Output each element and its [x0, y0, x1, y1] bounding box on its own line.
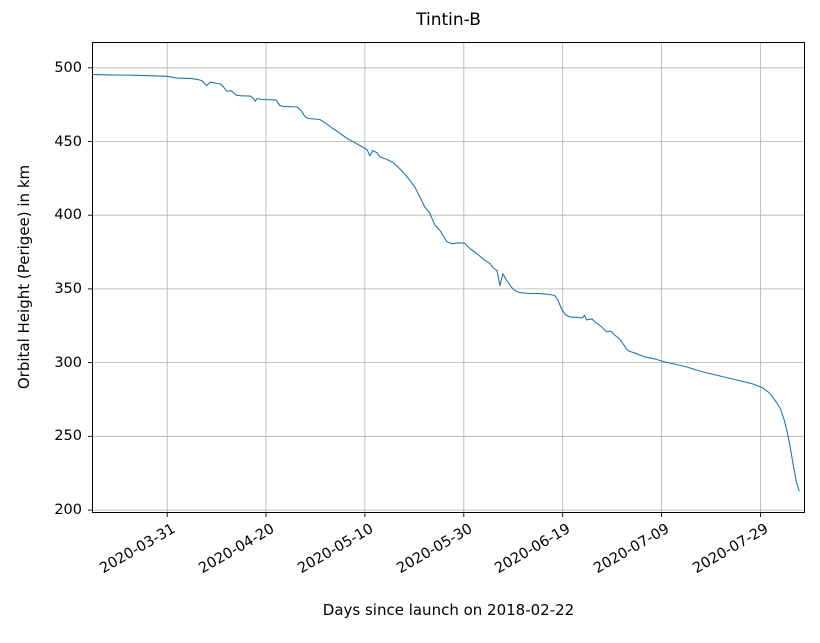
- x-tick-label: 2020-03-31: [97, 521, 179, 577]
- x-tick-label: 2020-07-09: [591, 521, 673, 577]
- x-tick-label: 2020-05-10: [294, 521, 376, 577]
- y-tick-label: 300: [54, 354, 82, 371]
- x-tick-label: 2020-06-19: [492, 521, 574, 577]
- axes-frame: [92, 42, 805, 513]
- y-tick-label: 450: [54, 133, 82, 150]
- y-tick-label: 250: [54, 428, 82, 445]
- y-tick-label: 500: [54, 59, 82, 76]
- plot-area: [88, 42, 805, 517]
- x-tick-label: 2020-05-30: [393, 521, 475, 577]
- y-tick-label: 200: [54, 502, 82, 519]
- data-line: [92, 74, 800, 492]
- x-tick-label: 2020-04-20: [196, 521, 278, 577]
- x-tick-label: 2020-07-29: [690, 521, 772, 577]
- y-axis-label: Orbital Height (Perigee) in km: [15, 164, 33, 390]
- x-axis-label: Days since launch on 2018-02-22: [322, 601, 575, 619]
- y-tick-label: 350: [54, 280, 82, 297]
- chart-title: Tintin-B: [416, 10, 481, 30]
- y-tick-label: 400: [54, 207, 82, 224]
